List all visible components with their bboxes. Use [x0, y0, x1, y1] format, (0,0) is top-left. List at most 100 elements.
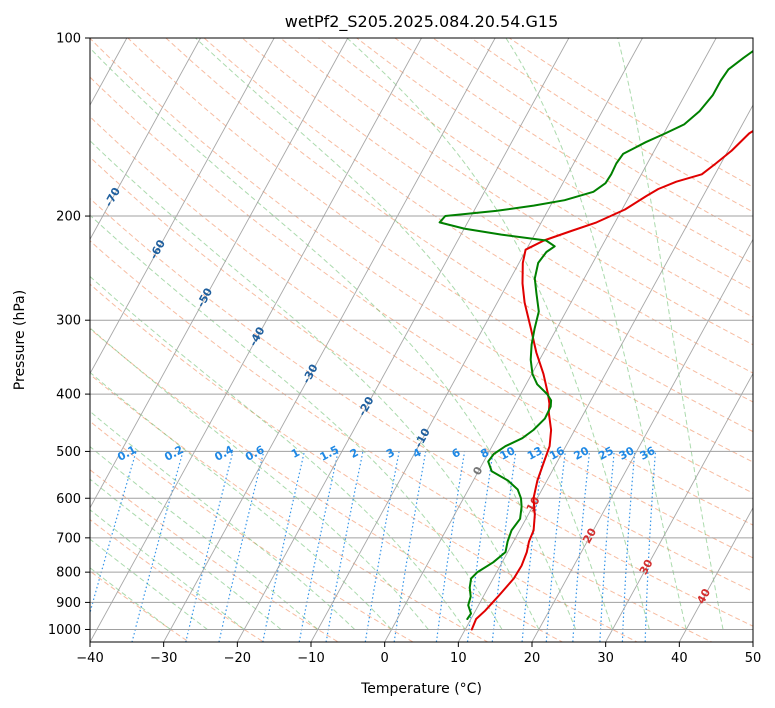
dry-adiabat: [90, 283, 639, 642]
mixing-ratio-label: 25: [596, 444, 616, 463]
isotherm-label: 0: [470, 464, 485, 477]
isotherm-line: [678, 506, 753, 642]
isotherm-line: [310, 38, 643, 642]
isotherm-line: [90, 38, 422, 642]
mixing-ratio-label: 0.1: [115, 443, 138, 464]
dry-adiabat: [165, 38, 753, 433]
x-tick-label: 40: [671, 651, 688, 666]
moist-adiabat: [90, 446, 319, 630]
y-tick-label: 900: [56, 596, 81, 611]
mixing-ratio-label: 16: [547, 444, 567, 463]
dry-adiabat: [90, 76, 753, 526]
mixing-ratio-line: [185, 451, 234, 642]
mixing-ratio-label: 0.4: [212, 443, 236, 464]
dry-adiabat: [127, 38, 753, 463]
isobar-lines: [90, 38, 753, 630]
x-axis-title: Temperature (°C): [360, 681, 482, 697]
chart-title: wetPf2_S205.2025.084.20.54.G15: [285, 12, 559, 32]
isotherm-label: 30: [637, 557, 656, 577]
mixing-ratio-lines: [90, 451, 657, 642]
moist-adiabat: [346, 38, 650, 630]
moist-adiabat: [90, 327, 429, 630]
moist-adiabat: [505, 38, 687, 630]
x-tick-label: 30: [597, 651, 614, 666]
y-axis-title: Pressure (hPa): [12, 290, 28, 390]
y-tick-label: 100: [56, 32, 81, 47]
mixing-ratio-label: 1: [289, 446, 302, 461]
dry-adiabat: [432, 38, 753, 238]
axes: −40 −30 −20 −10 0 10 20 30 40 5010020030040050060…: [48, 32, 761, 667]
isotherm-label: -50: [194, 286, 215, 310]
isotherm-line: [752, 641, 753, 642]
mixing-ratio-line: [90, 451, 137, 615]
mixing-ratio-label: 10: [498, 444, 518, 463]
moist-adiabat: [90, 140, 540, 630]
dry-adiabat: [90, 38, 753, 494]
y-tick-label: 700: [56, 531, 81, 546]
isotherm-line: [90, 38, 275, 375]
temperature-profile-line: [470, 129, 753, 631]
moist-adiabat: [90, 410, 356, 630]
series-layer: [438, 49, 753, 631]
isotherm-line: [236, 38, 570, 642]
moist-adiabat: [195, 38, 613, 630]
dry-adiabat: [90, 518, 265, 642]
isotherm-label: -30: [300, 362, 321, 386]
moist-adiabat: [90, 214, 503, 630]
mixing-ratio-label: 30: [617, 444, 637, 463]
dry-adiabat: [90, 469, 340, 642]
y-tick-label: 800: [56, 566, 81, 581]
isotherm-line: [90, 38, 349, 509]
moist-adiabat: [617, 38, 724, 630]
mixing-ratio-label: 6: [450, 446, 463, 461]
isotherm-lines: [90, 38, 753, 642]
dry-adiabat: [394, 38, 753, 264]
isotherm-label: -60: [147, 237, 168, 261]
moist-adiabat: [90, 567, 171, 630]
isotherm-label: -70: [102, 185, 123, 209]
dry-adiabats: [90, 38, 753, 642]
moist-adiabat: [90, 538, 208, 630]
x-tick-label: 0: [381, 651, 389, 666]
isotherm-line: [605, 372, 753, 642]
mixing-ratio-label: 0.2: [162, 443, 185, 464]
x-tick-label: −40: [76, 651, 103, 666]
dewpoint-profile-line: [438, 49, 753, 620]
dry-adiabat: [90, 328, 564, 642]
x-tick-label: 10: [450, 651, 467, 666]
line-labels: -100-90-80-70-60-50-40-30-20-10010203040…: [7, 89, 713, 606]
mixing-ratio-line: [545, 451, 566, 642]
mixing-ratio-line: [393, 451, 427, 642]
mixing-ratio-line: [131, 451, 184, 642]
moist-adiabat: [90, 47, 577, 630]
y-tick-label: 300: [56, 314, 81, 329]
dry-adiabat: [90, 420, 414, 642]
isotherm-line: [531, 238, 753, 642]
mixing-ratio-line: [644, 451, 657, 642]
mixing-ratio-line: [521, 451, 544, 642]
isotherm-label: -40: [247, 324, 268, 348]
dry-adiabat: [90, 240, 713, 642]
moist-adiabat: [90, 509, 245, 630]
mixing-ratio-label: 2: [348, 446, 361, 461]
y-tick-label: 200: [56, 210, 81, 225]
isotherm-label: -80: [56, 135, 77, 159]
moist-adiabat: [90, 275, 466, 630]
mixing-ratio-label: 36: [638, 444, 658, 463]
moist-adiabat: [90, 478, 282, 630]
moist-adiabats: [90, 38, 724, 630]
dry-adiabat: [90, 570, 190, 642]
x-tick-label: 20: [524, 651, 541, 666]
y-tick-label: 1000: [48, 623, 81, 638]
isotherm-line: [384, 38, 717, 642]
y-tick-label: 400: [56, 388, 81, 403]
y-tick-label: 500: [56, 445, 81, 460]
isotherm-label: -90: [7, 89, 28, 113]
x-tick-label: −20: [224, 651, 251, 666]
x-tick-label: −30: [150, 651, 177, 666]
x-tick-label: −10: [297, 651, 324, 666]
dry-adiabat: [90, 197, 753, 627]
isotherm-label: -20: [356, 394, 377, 418]
mixing-ratio-line: [621, 451, 636, 642]
moist-adiabat: [90, 371, 392, 630]
